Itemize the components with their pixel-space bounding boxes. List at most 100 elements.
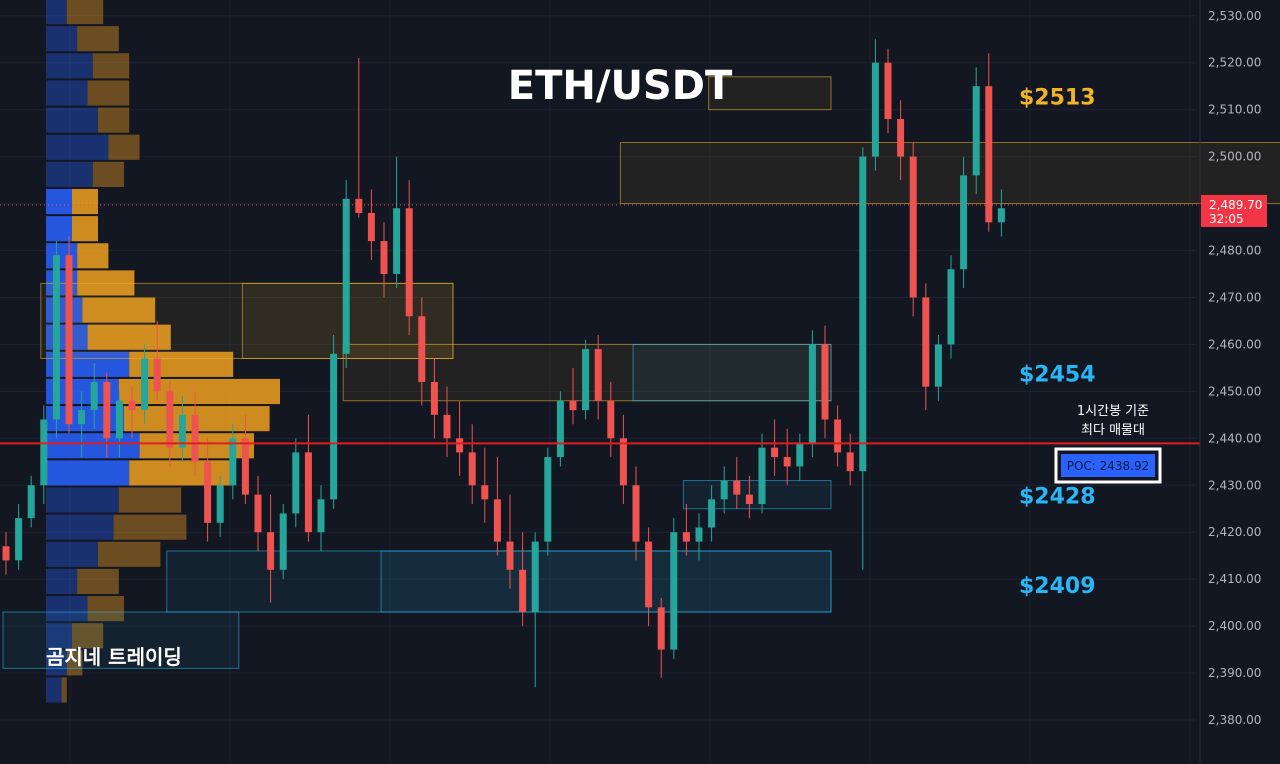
volume-bar-sell — [66, 0, 104, 25]
volume-bar-buy — [46, 297, 83, 323]
volume-bar-sell — [61, 677, 67, 703]
candle-body — [972, 86, 980, 176]
candle-body — [934, 344, 942, 387]
candle-body — [985, 86, 993, 223]
volume-bar-sell — [66, 650, 83, 676]
volume-bar-sell — [92, 53, 130, 79]
y-tick-label: 2,380.00 — [1208, 713, 1261, 727]
candle-body — [834, 419, 842, 453]
volume-bar-buy — [46, 677, 62, 703]
candle-body — [443, 414, 451, 439]
candle-body — [115, 400, 123, 439]
y-tick-label: 2,500.00 — [1208, 150, 1261, 164]
candle-body — [367, 212, 375, 242]
volume-bar-sell — [72, 188, 98, 215]
poc-badge-fill — [1061, 454, 1155, 477]
candle-body — [556, 400, 564, 458]
candle-body — [128, 400, 136, 411]
candle-body — [216, 485, 224, 523]
volume-bar-sell — [92, 161, 124, 187]
candle-body — [15, 518, 23, 561]
candle-body — [531, 541, 539, 613]
candle-body — [960, 175, 968, 270]
volume-bar-sell — [118, 487, 182, 513]
candle-body — [897, 119, 905, 157]
candle-body — [267, 532, 275, 570]
candle-body — [783, 457, 791, 467]
volume-bar-buy — [46, 487, 119, 513]
volume-bar-sell — [113, 514, 187, 540]
candle-body — [796, 442, 804, 467]
candle-body — [670, 532, 678, 650]
volume-bar-buy — [46, 26, 78, 52]
zone-price-label: $2513 — [1019, 86, 1096, 111]
candles — [2, 39, 1005, 688]
zone-price-label: $2409 — [1019, 574, 1096, 599]
zone-box — [632, 343, 832, 402]
y-tick-label: 2,480.00 — [1208, 244, 1261, 258]
volume-bar-buy — [46, 161, 93, 187]
candle-body — [720, 480, 728, 500]
candle-body — [342, 198, 350, 354]
y-tick-label: 2,460.00 — [1208, 337, 1261, 351]
poc-badge-frame — [1054, 447, 1162, 484]
poc-note-line2: 최다 매물대 — [1081, 423, 1145, 438]
y-tick-label: 2,470.00 — [1208, 290, 1261, 304]
volume-bar-sell — [98, 541, 161, 567]
zone-price-label: $2428 — [1019, 485, 1096, 510]
candle-body — [229, 438, 237, 486]
candle-body — [519, 569, 527, 613]
zone-price-label: $2454 — [1019, 363, 1096, 388]
candle-body — [619, 438, 627, 486]
y-tick-label: 2,530.00 — [1208, 9, 1261, 23]
candle-body — [2, 546, 10, 561]
candle-body — [506, 541, 514, 570]
candle-body — [254, 494, 262, 533]
candle-body — [569, 400, 577, 411]
volume-bar-sell — [87, 80, 130, 106]
chart-title: ETH/USDT — [508, 63, 733, 109]
candle-body — [405, 208, 413, 317]
volume-bar-buy — [46, 216, 72, 242]
zone-box — [682, 480, 832, 510]
candle-body — [103, 381, 111, 439]
volume-bar-buy — [46, 80, 88, 106]
candle-body — [153, 358, 161, 392]
candle-body — [821, 344, 829, 420]
candle-body — [78, 410, 86, 425]
volume-bar-sell — [82, 297, 156, 323]
candle-body — [52, 255, 60, 420]
candle-body — [141, 358, 149, 411]
candle-body — [304, 452, 312, 533]
volume-bar-sell — [72, 623, 104, 649]
candle-body — [922, 297, 930, 387]
current-price-countdown: 32:05 — [1209, 212, 1244, 226]
candle-body — [40, 419, 48, 486]
candle-body — [808, 344, 816, 443]
candle-body — [481, 485, 489, 500]
volume-bar-sell — [98, 107, 130, 133]
candle-body — [330, 353, 338, 500]
candle-body — [733, 480, 741, 495]
zone-box — [380, 550, 832, 613]
price-axis[interactable]: 2,380.00 2,390.00 2,400.00 2,410.00 2,420.00… — [1199, 0, 1267, 764]
candle-body — [947, 269, 955, 345]
volume-bar-buy — [46, 623, 72, 649]
candle-body — [682, 532, 690, 542]
candle-body — [430, 381, 438, 415]
candle-body — [871, 62, 879, 157]
volume-bar-buy — [46, 107, 98, 133]
candle-body — [279, 513, 287, 570]
candle-body — [745, 494, 753, 505]
brand-watermark: 곰지네 트레이딩 — [46, 645, 182, 669]
candle-body — [607, 400, 615, 439]
candle-body — [241, 438, 249, 495]
candle-body — [393, 208, 401, 274]
current-price-tag — [1201, 194, 1267, 227]
y-tick-label: 2,420.00 — [1208, 525, 1261, 539]
volume-bar-buy — [46, 541, 98, 567]
candle-body — [859, 156, 867, 472]
volume-bar-buy — [46, 134, 109, 160]
candle-body — [708, 499, 716, 528]
